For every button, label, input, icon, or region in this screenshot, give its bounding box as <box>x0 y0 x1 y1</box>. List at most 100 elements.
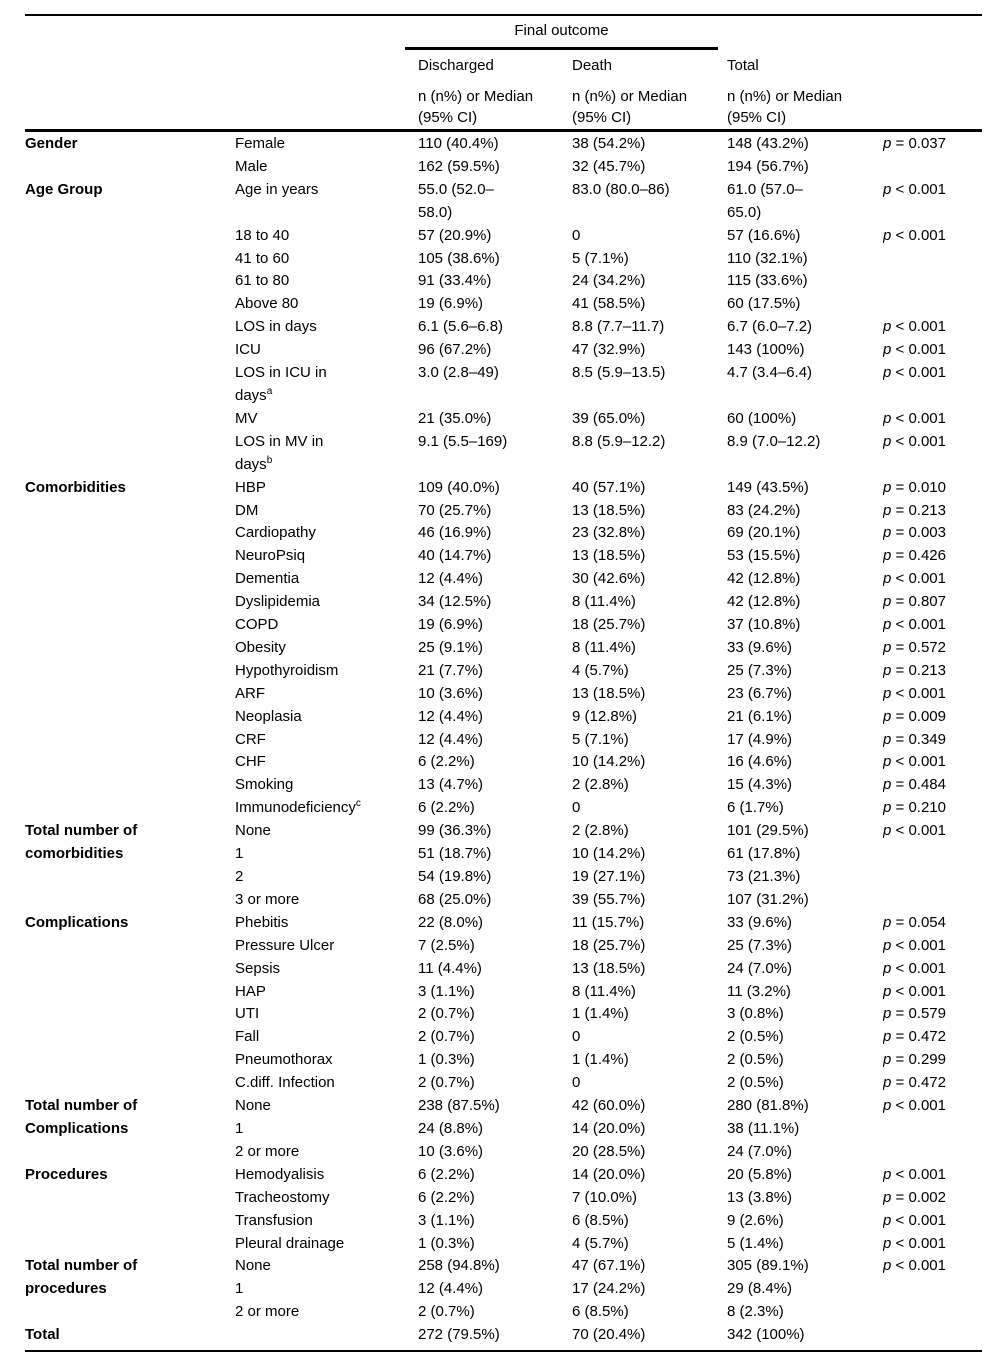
subcategory-cell: None <box>235 1255 418 1278</box>
p-value-cell: p = 0.299 <box>883 1049 982 1072</box>
subcategory-cell: HBP <box>235 477 418 500</box>
value-cell-total: 342 (100%) <box>727 1326 805 1344</box>
value-cell-total: 143 (100%) <box>727 341 805 359</box>
table-row: Procedures Hemodyalisis 6 (2.2%) 14 (20.0%)… <box>25 1164 982 1187</box>
value-cell-discharged: 19 (6.9%) <box>418 616 484 634</box>
p-symbol: p <box>883 570 892 588</box>
subcategory-label: LOS in MV in days <box>235 432 324 473</box>
value-cell-discharged: 24 (8.8%) <box>418 1119 484 1137</box>
value-cell-discharged: 110 (40.4%) <box>418 135 499 152</box>
subcategory-label: 18 to 40 <box>235 226 290 244</box>
table-row: Comorbidities HBP 109 (40.0%) 40 (57.1%) 149… <box>25 477 982 500</box>
subcategory-label: 61 to 80 <box>235 272 290 290</box>
subcategory-label: CRF <box>235 730 266 748</box>
rule-bottom <box>25 1350 982 1352</box>
table-row: Pleural drainage 1 (0.3%) 4 (5.7%) 5 (1.4%)… <box>25 1233 982 1256</box>
subcategory-cell: Cardiopathy <box>235 522 418 545</box>
p-value-cell: p = 0.472 <box>883 1072 982 1095</box>
table-row: 3 or more 68 (25.0%) 39 (55.7%) 107 (31.2%) <box>25 889 982 912</box>
subcategory-cell: Phebitis <box>235 912 418 935</box>
value-cell-discharged: 10 (3.6%) <box>418 1142 484 1160</box>
value-cell-death: 8 (11.4%) <box>572 593 636 611</box>
value-cell-discharged: 6 (2.2%) <box>418 1165 475 1183</box>
subcategory-label: LOS in days <box>235 318 317 336</box>
value-cell-total: 5 (1.4%) <box>727 1234 784 1252</box>
table-row: 18 to 40 57 (20.9%) 0 57 (16.6%) p < 0.001 <box>25 225 982 248</box>
p-value-text: < 0.001 <box>891 341 946 359</box>
table-row: 61 to 80 91 (33.4%) 24 (34.2%) 115 (33.6%) <box>25 270 982 293</box>
p-symbol: p <box>883 226 892 244</box>
p-symbol: p <box>883 501 892 519</box>
value-cell-total: 33 (9.6%) <box>727 913 793 931</box>
table-row: Total number of procedures None 258 (94.8%… <box>25 1255 982 1297</box>
value-cell-death: 14 (20.0%) <box>572 1165 646 1183</box>
subcategory-label: DM <box>235 501 259 519</box>
p-value-cell <box>883 1278 982 1301</box>
table-row: LOS in days 6.1 (5.6–6.8) 8.8 (7.7–11.7) 6.… <box>25 316 982 339</box>
value-cell-discharged: 96 (67.2%) <box>418 341 492 359</box>
p-symbol: p <box>883 730 892 748</box>
subcategory-cell: Male <box>235 156 418 179</box>
p-value-text: = 0.213 <box>891 661 946 679</box>
p-symbol: p <box>883 936 892 954</box>
table-row: ARF 10 (3.6%) 13 (18.5%) 23 (6.7%) p < 0.001 <box>25 683 982 706</box>
value-cell-discharged: 3.0 (2.8–49) <box>418 364 499 382</box>
value-cell-discharged: 2 (0.7%) <box>418 1303 475 1321</box>
subcategory-cell: 2 or more <box>235 1141 418 1164</box>
p-symbol: p <box>883 180 892 198</box>
subcategory-cell: Pressure Ulcer <box>235 935 418 958</box>
subcategory-label: Fall <box>235 1028 260 1046</box>
p-symbol: p <box>883 707 892 725</box>
value-cell-death: 1 (1.4%) <box>572 1005 629 1023</box>
p-value-text: < 0.001 <box>891 364 946 382</box>
p-value-text: = 0.349 <box>891 730 946 748</box>
value-cell-total: 8.9 (7.0–12.2) <box>727 432 821 450</box>
p-value-cell: p < 0.001 <box>883 1164 982 1187</box>
value-cell-discharged: 12 (4.4%) <box>418 1280 484 1298</box>
value-cell-discharged: 1 (0.3%) <box>418 1234 475 1252</box>
value-cell-death: 18 (25.7%) <box>572 616 646 634</box>
p-value-text: = 0.807 <box>891 593 946 611</box>
p-value-text: < 0.001 <box>891 982 946 1000</box>
table-row: Male 162 (59.5%) 32 (45.7%) 194 (56.7%) <box>25 156 982 179</box>
value-cell-death: 4 (5.7%) <box>572 661 629 679</box>
value-cell-death: 83.0 (80.0–86) <box>572 180 670 198</box>
value-cell-total: 2 (0.5%) <box>727 1028 784 1046</box>
subcategory-label: None <box>235 822 271 840</box>
subcategory-cell: Age in years <box>235 179 418 225</box>
table-row: Gender Female 110 (40.4%) 38 (54.2%) 148 (43… <box>25 133 982 156</box>
value-cell-discharged: 238 (87.5%) <box>418 1097 500 1115</box>
value-cell-death: 14 (20.0%) <box>572 1119 646 1137</box>
p-symbol: p <box>883 913 892 931</box>
p-value-cell: p < 0.001 <box>883 958 982 981</box>
value-cell-death: 18 (25.7%) <box>572 936 646 954</box>
p-value-cell <box>883 156 982 179</box>
table-row: 1 24 (8.8%) 14 (20.0%) 38 (11.1%) <box>25 1118 982 1141</box>
value-cell-death: 23 (32.8%) <box>572 524 646 542</box>
value-cell-death: 10 (14.2%) <box>572 753 646 771</box>
subcategory-cell: Transfusion <box>235 1210 418 1233</box>
subcategory-label: MV <box>235 409 258 427</box>
p-value-text: = 0.299 <box>891 1051 946 1069</box>
table-row: Smoking 13 (4.7%) 2 (2.8%) 15 (4.3%) p = 0.4… <box>25 774 982 797</box>
subcategory-label: 1 <box>235 845 244 863</box>
table-row: Total number of Complications None 238 (87… <box>25 1095 982 1137</box>
p-symbol: p <box>883 524 892 542</box>
value-cell-death: 39 (55.7%) <box>572 890 646 908</box>
value-cell-total: 149 (43.5%) <box>727 478 809 496</box>
p-symbol: p <box>883 661 892 679</box>
value-cell-discharged: 19 (6.9%) <box>418 295 484 313</box>
value-cell-total: 60 (17.5%) <box>727 295 801 313</box>
value-cell-total: 37 (10.8%) <box>727 616 801 634</box>
subcategory-cell: ARF <box>235 683 418 706</box>
p-value-cell: p = 0.807 <box>883 591 982 614</box>
p-symbol: p <box>883 1165 892 1183</box>
subcategory-label: Male <box>235 157 268 175</box>
subcategory-cell: 61 to 80 <box>235 270 418 293</box>
category-cell: Comorbidities <box>25 478 126 496</box>
footnote-marker: a <box>266 385 273 397</box>
table-row: 2 or more 2 (0.7%) 6 (8.5%) 8 (2.3%) <box>25 1301 982 1324</box>
table-row: Complications Phebitis 22 (8.0%) 11 (15.7%)… <box>25 912 982 935</box>
rule-final-outcome <box>405 47 718 50</box>
value-cell-total: 148 (43.2%) <box>727 135 809 152</box>
